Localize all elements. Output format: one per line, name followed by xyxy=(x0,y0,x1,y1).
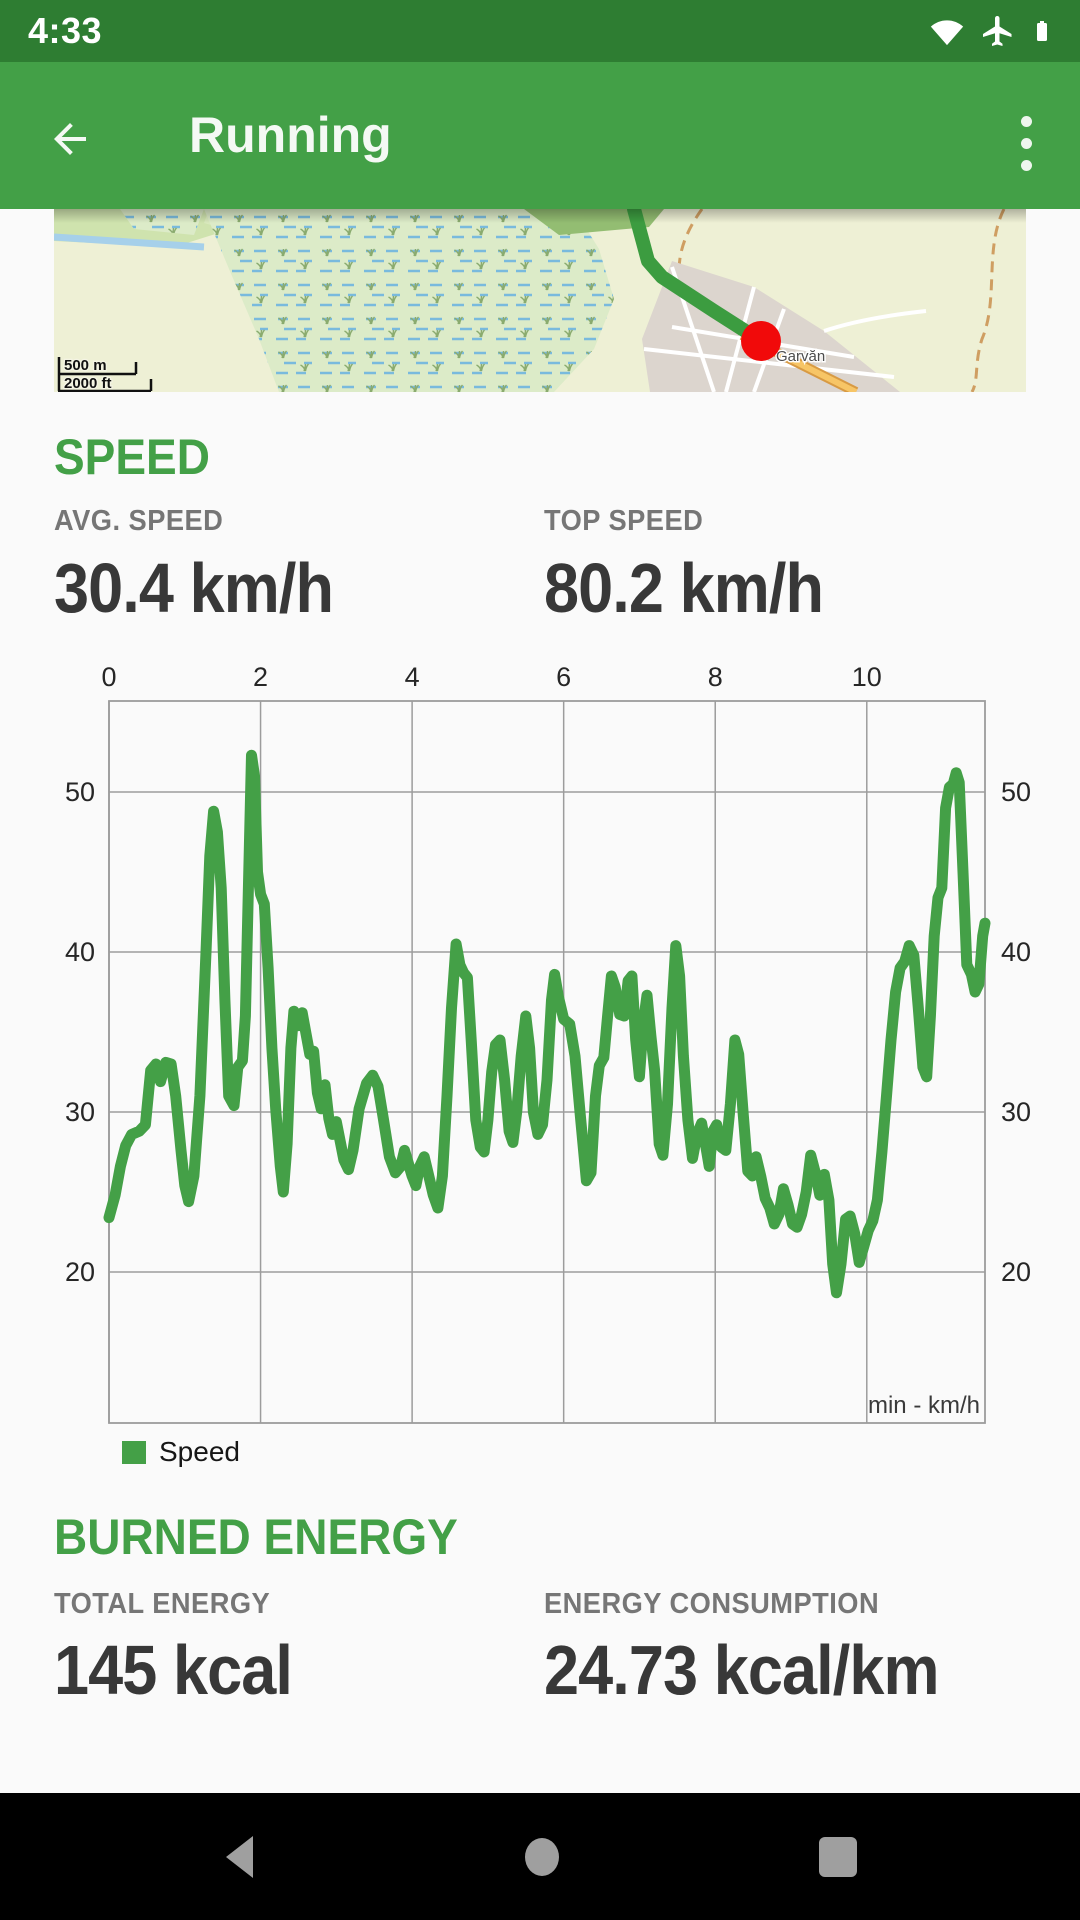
overflow-dot xyxy=(1020,115,1032,127)
legend-label: Speed xyxy=(159,1436,240,1467)
x-tick-label: 4 xyxy=(405,662,420,692)
map-scale-feet: 2000 ft xyxy=(64,375,112,392)
y-tick-label-left: 50 xyxy=(65,777,95,807)
speed-chart[interactable]: 0 2 4 6 8 10 20 20 30 30 40 40 50 50 min - km/h xyxy=(0,640,1080,1480)
android-nav-bar xyxy=(0,1793,1080,1920)
plot-border xyxy=(108,700,986,1424)
energy-consumption-value: 24.73 kcal/km xyxy=(544,1631,940,1709)
energy-section-header: BURNED ENERGY xyxy=(54,1509,458,1565)
nav-back-icon xyxy=(226,1835,253,1878)
energy-consumption-label: ENERGY CONSUMPTION xyxy=(544,1588,880,1620)
map-marsh-pattern xyxy=(204,209,614,392)
app-bar: Running xyxy=(0,62,1080,209)
avg-speed-value: 30.4 km/h xyxy=(54,549,334,627)
x-tick-label: 2 xyxy=(253,662,268,692)
y-tick-label-right: 20 xyxy=(1001,1257,1031,1287)
battery-icon xyxy=(1030,13,1054,49)
top-speed-label: TOP SPEED xyxy=(544,505,704,537)
map-top-shadow xyxy=(54,209,1026,223)
current-position-marker xyxy=(741,321,781,361)
y-tick-label-left: 30 xyxy=(65,1097,95,1127)
y-tick-label-right: 50 xyxy=(1001,777,1031,807)
nav-home-button[interactable] xyxy=(482,1793,602,1920)
total-energy-label: TOTAL ENERGY xyxy=(54,1588,271,1620)
route-track-line xyxy=(627,209,768,348)
map-scale-meters: 500 m xyxy=(64,357,107,374)
x-tick-label: 10 xyxy=(852,662,882,692)
map-scale-bar xyxy=(57,357,153,392)
avg-speed-label: AVG. SPEED xyxy=(54,505,224,537)
airplane-mode-icon xyxy=(980,13,1016,49)
legend-swatch xyxy=(122,1440,146,1464)
status-time: 4:33 xyxy=(28,10,103,51)
map-canvas: Garvăn 500 m 2000 ft xyxy=(54,209,1026,392)
nav-recents-icon xyxy=(819,1836,857,1877)
top-speed-value: 80.2 km/h xyxy=(544,549,824,627)
overflow-menu-button[interactable] xyxy=(1002,110,1050,176)
x-tick-label: 0 xyxy=(101,662,116,692)
y-tick-label-right: 40 xyxy=(1001,937,1031,967)
status-icons xyxy=(928,0,1054,62)
map-river xyxy=(54,233,205,251)
route-map[interactable]: Garvăn 500 m 2000 ft xyxy=(54,209,1026,392)
axis-unit-label: min - km/h xyxy=(868,1392,980,1419)
x-tick-label: 8 xyxy=(708,662,723,692)
total-energy-value: 145 kcal xyxy=(54,1631,293,1709)
overflow-dot xyxy=(1020,137,1032,149)
overflow-dot xyxy=(1020,159,1032,171)
arrow-back-icon xyxy=(46,115,94,168)
back-button[interactable] xyxy=(42,113,98,169)
speed-section-header: SPEED xyxy=(54,429,210,485)
map-boundary-line xyxy=(970,209,1006,392)
y-tick-label-left: 40 xyxy=(65,937,95,967)
nav-recents-button[interactable] xyxy=(778,1793,898,1920)
nav-back-button[interactable] xyxy=(180,1793,300,1920)
wifi-icon xyxy=(928,14,966,48)
page-title: Running xyxy=(189,107,392,163)
x-tick-label: 6 xyxy=(556,662,571,692)
speed-line-series xyxy=(103,749,991,1299)
map-place-label: Garvăn xyxy=(776,348,825,365)
y-tick-label-right: 30 xyxy=(1001,1097,1031,1127)
y-tick-label-left: 20 xyxy=(65,1257,95,1287)
status-bar: 4:33 xyxy=(0,0,1080,62)
nav-home-icon xyxy=(525,1837,559,1876)
chart-legend: Speed xyxy=(122,1436,240,1468)
